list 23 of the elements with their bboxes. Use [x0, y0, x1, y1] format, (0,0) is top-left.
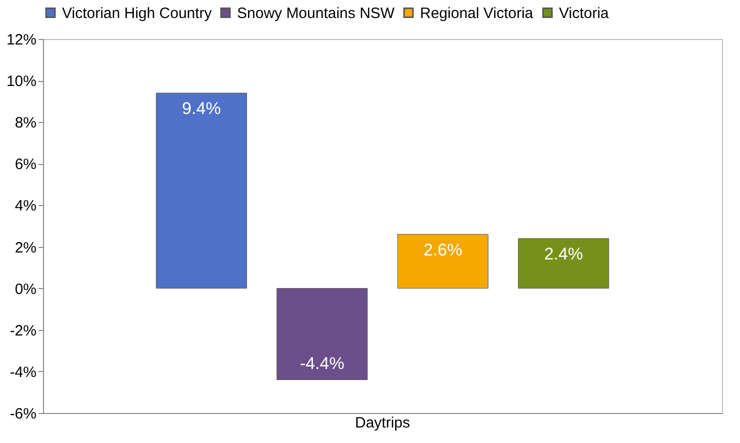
y-tick-label: 12% [6, 32, 36, 48]
legend-label: Snowy Mountains NSW [237, 4, 396, 22]
y-tick-label: -4% [10, 364, 36, 381]
y-tick-label: 4% [14, 198, 36, 215]
y-tick-label: -2% [10, 322, 36, 340]
y-tick-label: 6% [14, 156, 36, 174]
data-label: 9.4% [182, 99, 221, 118]
legend-label: Victorian High Country [62, 4, 212, 22]
legend-label: Victoria [559, 4, 610, 22]
data-label: -4.4% [300, 354, 344, 373]
data-label: 2.4% [544, 244, 583, 264]
y-tick-label: 0% [14, 280, 36, 298]
bar [156, 92, 247, 289]
bar [518, 238, 610, 289]
x-tick-label: Daytrips [354, 414, 410, 432]
y-tick-label: 2% [14, 239, 36, 256]
y-tick-label: 10% [6, 73, 36, 90]
legend-label: Regional Victoria [420, 4, 534, 22]
y-tick-label: -6% [10, 406, 36, 422]
y-tick-label: 8% [14, 114, 36, 132]
bar [397, 234, 488, 289]
bar [276, 288, 368, 380]
data-label: 2.6% [423, 240, 462, 260]
